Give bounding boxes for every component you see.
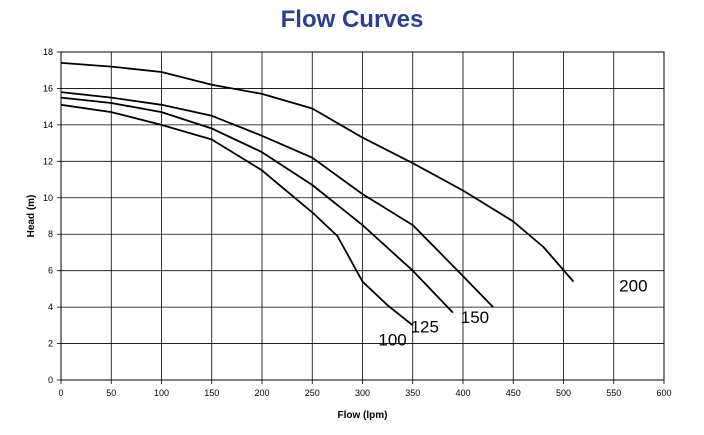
y-tick-label: 18 [43, 47, 53, 57]
x-tick-label: 250 [305, 388, 320, 398]
series-labels: 100 125 150 200 [378, 277, 647, 350]
series-lines [60, 62, 575, 327]
grid [57, 51, 665, 384]
chart-title: Flow Curves [280, 6, 424, 33]
y-tick-label: 12 [43, 156, 53, 166]
y-tick-label: 16 [43, 83, 53, 93]
series-line-100 [60, 103, 414, 327]
x-tick-label: 550 [606, 388, 621, 398]
x-tick-label: 150 [204, 388, 219, 398]
y-tick-labels: 0 2 4 6 8 10 12 14 16 18 [43, 47, 53, 385]
y-tick-label: 8 [48, 229, 53, 239]
y-tick-label: 10 [43, 193, 53, 203]
y-axis-label: Head (m) [26, 195, 37, 238]
x-tick-label: 200 [254, 388, 269, 398]
x-tick-label: 350 [405, 388, 420, 398]
x-tick-label: 300 [355, 388, 370, 398]
y-tick-label: 2 [48, 339, 53, 349]
series-label-200: 200 [619, 277, 647, 296]
x-tick-labels: 0 50 100 150 200 250 300 350 400 450 500 550 600 [58, 388, 671, 398]
y-tick-label: 4 [48, 302, 53, 312]
y-tick-label: 6 [48, 266, 53, 276]
y-tick-label: 14 [43, 120, 53, 130]
x-tick-label: 450 [506, 388, 521, 398]
series-line-150 [60, 91, 494, 308]
x-tick-label: 400 [455, 388, 470, 398]
series-label-125: 125 [411, 318, 439, 337]
y-tick-label: 0 [48, 375, 53, 385]
series-line-125 [60, 96, 454, 314]
series-line-200 [60, 62, 575, 283]
x-tick-label: 100 [154, 388, 169, 398]
x-tick-label: 0 [58, 388, 63, 398]
series-label-100: 100 [378, 330, 406, 349]
x-axis-label: Flow (lpm) [338, 410, 388, 421]
x-tick-label: 50 [106, 388, 116, 398]
x-tick-label: 600 [656, 388, 671, 398]
series-label-150: 150 [461, 308, 489, 327]
x-tick-label: 500 [556, 388, 571, 398]
